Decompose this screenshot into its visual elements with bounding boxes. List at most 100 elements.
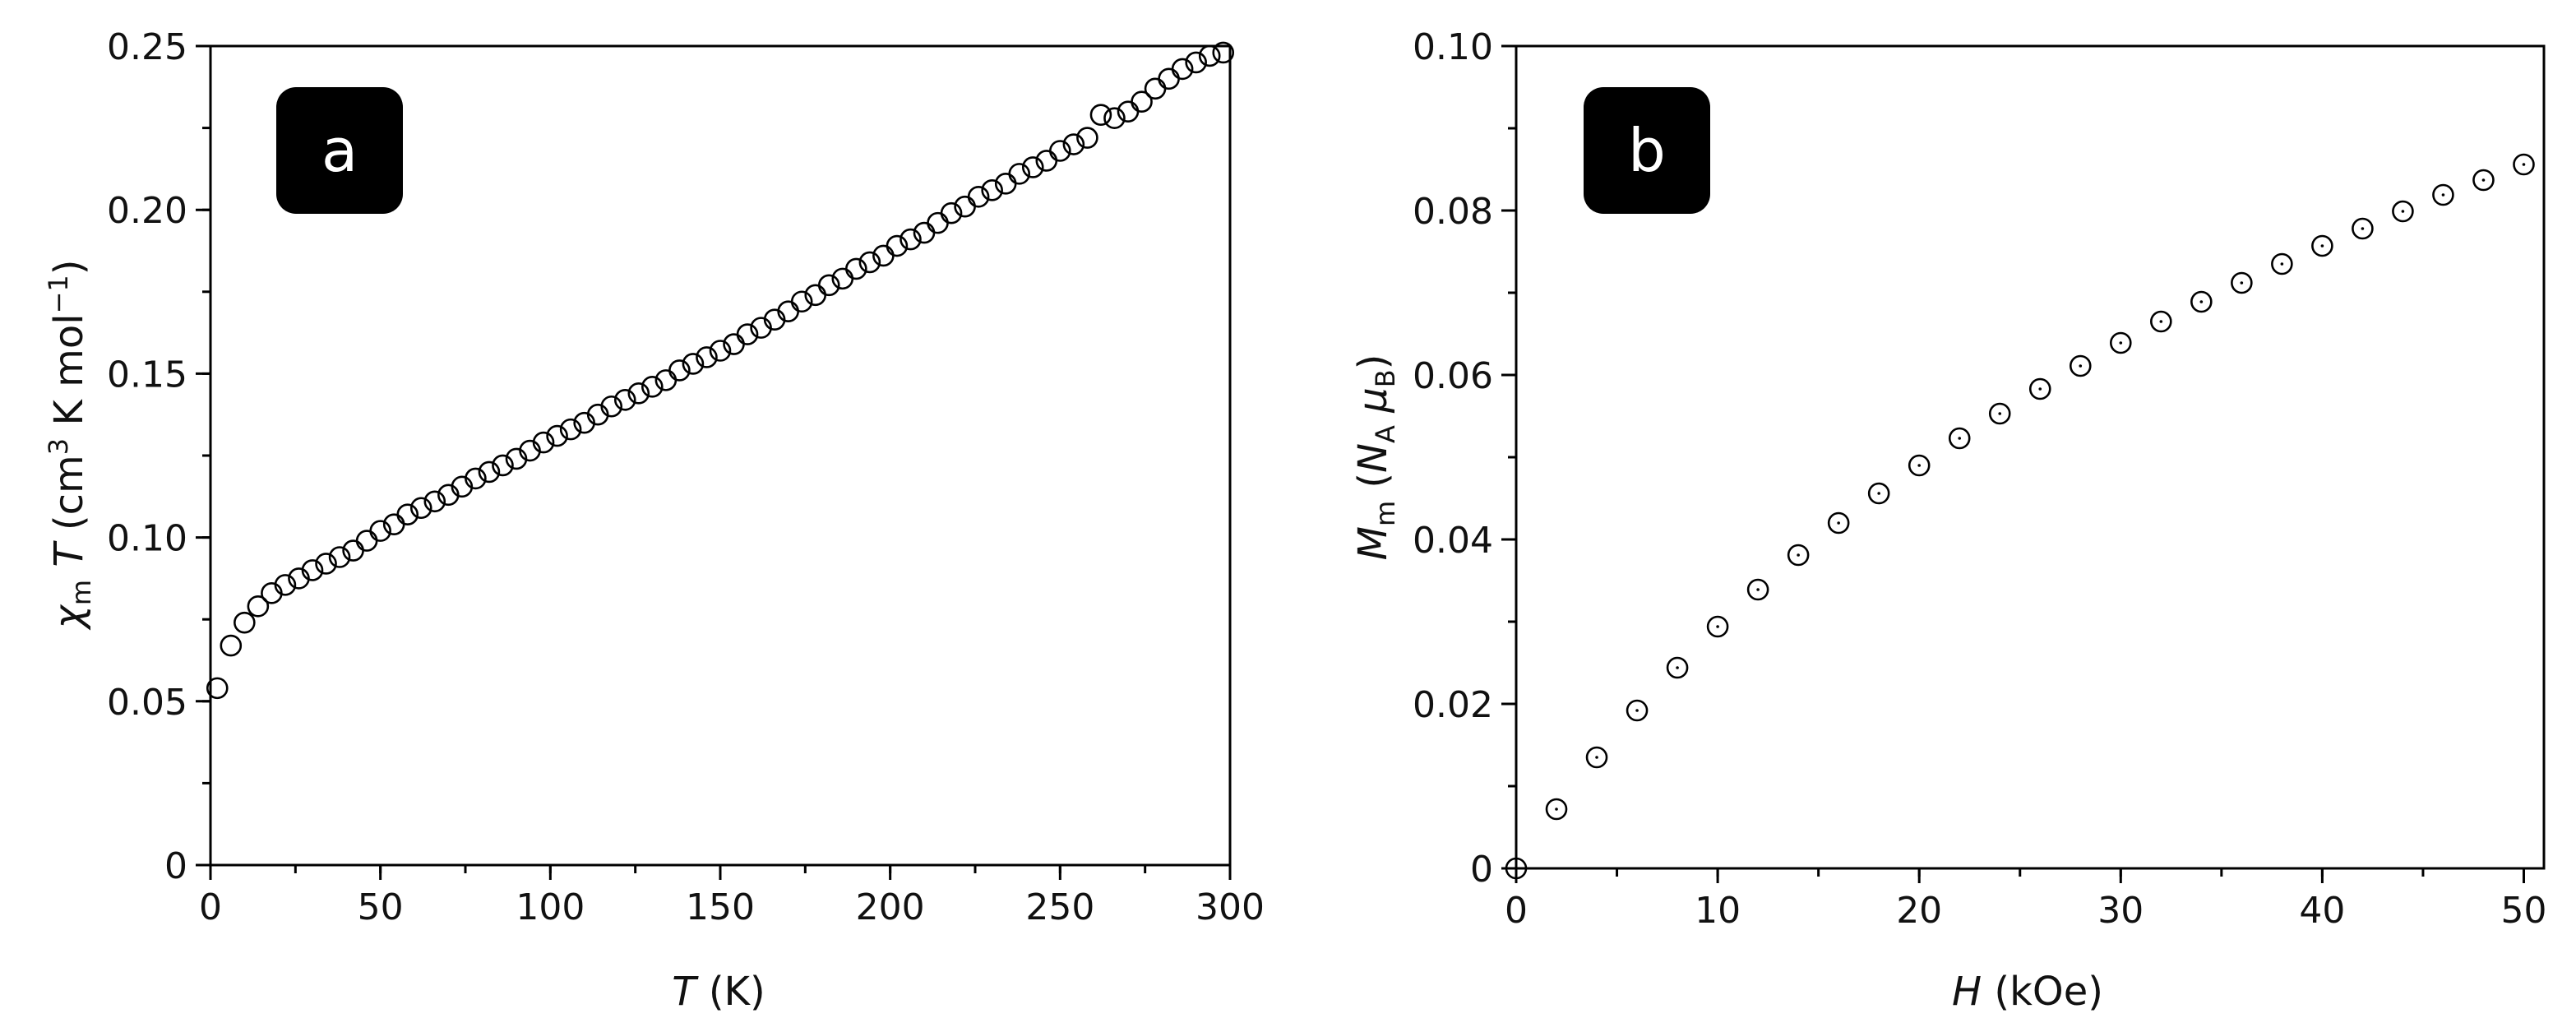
data-point-center bbox=[2079, 364, 2083, 368]
data-point-center bbox=[2441, 193, 2445, 197]
data-point bbox=[355, 530, 378, 552]
data-point bbox=[2028, 377, 2051, 400]
data-point bbox=[696, 346, 718, 368]
panel-b-chart: b H (kOe) Mm (NA μB) 0 10 20 30 40 50 0 0.02 0.0… bbox=[1350, 26, 2546, 1015]
data-point-center bbox=[2522, 163, 2526, 166]
data-point bbox=[2069, 354, 2092, 377]
data-point bbox=[1545, 798, 1568, 821]
data-point-center bbox=[1917, 464, 1921, 467]
data-point bbox=[736, 323, 759, 345]
data-point-center bbox=[1635, 709, 1639, 712]
data-point bbox=[627, 382, 650, 405]
x-tick-label: 30 bbox=[2097, 890, 2144, 932]
data-point bbox=[709, 340, 732, 362]
data-point bbox=[1827, 511, 1850, 535]
data-point bbox=[1021, 156, 1044, 178]
data-point bbox=[369, 520, 391, 542]
data-point bbox=[1008, 163, 1031, 185]
data-point-center bbox=[1797, 553, 1800, 557]
data-point bbox=[2472, 169, 2495, 192]
data-point-center bbox=[2199, 300, 2204, 303]
data-point-center bbox=[2280, 262, 2284, 266]
data-point bbox=[2311, 234, 2333, 257]
data-point bbox=[2513, 153, 2535, 176]
panel-b-label-box bbox=[1584, 87, 1710, 214]
data-point bbox=[301, 559, 324, 581]
data-point bbox=[2432, 183, 2454, 206]
data-point-center bbox=[1716, 625, 1719, 628]
data-point bbox=[206, 677, 229, 700]
y-tick-label: 0.08 bbox=[1413, 191, 1493, 233]
y-tick-label: 0 bbox=[164, 845, 187, 887]
data-point bbox=[2392, 200, 2414, 223]
data-point bbox=[234, 611, 256, 634]
x-axis-title-a: T (K) bbox=[672, 969, 765, 1015]
y-tick-label: 0.05 bbox=[107, 682, 187, 724]
data-point bbox=[559, 418, 582, 441]
data-point bbox=[641, 376, 664, 398]
y-tick-label: 0 bbox=[1470, 849, 1493, 891]
data-point bbox=[613, 388, 636, 411]
x-tick-label: 200 bbox=[856, 886, 925, 928]
data-point bbox=[1666, 656, 1689, 679]
data-point bbox=[396, 503, 419, 526]
data-point bbox=[1103, 107, 1126, 129]
data-point bbox=[1867, 482, 1890, 505]
x-tick-label: 300 bbox=[1196, 886, 1265, 928]
data-point-center bbox=[1958, 437, 1962, 440]
y-tick-label: 0.10 bbox=[1413, 26, 1493, 68]
data-point bbox=[492, 454, 514, 477]
x-tick-label: 10 bbox=[1695, 890, 1741, 932]
data-point bbox=[1505, 857, 1528, 880]
x-tick-label: 150 bbox=[686, 886, 755, 928]
x-tick-label: 50 bbox=[2500, 890, 2546, 932]
y-axis-title-a: χm T (cm3 K mol−1) bbox=[43, 259, 97, 631]
data-point bbox=[927, 211, 949, 234]
x-axis-title-b: H (kOe) bbox=[1952, 969, 2103, 1015]
data-point bbox=[1089, 104, 1112, 126]
x-tick-label: 0 bbox=[199, 886, 222, 928]
data-point bbox=[1212, 41, 1235, 64]
data-point bbox=[1585, 746, 1608, 769]
data-point bbox=[2109, 331, 2132, 354]
data-point bbox=[1144, 77, 1167, 100]
data-point bbox=[465, 467, 487, 490]
data-point bbox=[682, 353, 705, 375]
data-point bbox=[274, 574, 297, 596]
data-point bbox=[1908, 454, 1931, 477]
y-tick-label: 0.15 bbox=[107, 354, 187, 396]
data-point bbox=[790, 290, 813, 313]
data-point bbox=[328, 546, 351, 568]
y-tick-label: 0.04 bbox=[1413, 520, 1493, 562]
data-point bbox=[2271, 252, 2293, 275]
data-point-center bbox=[2481, 178, 2486, 182]
data-point bbox=[315, 553, 337, 575]
data-point-center bbox=[2401, 210, 2405, 213]
data-point bbox=[247, 595, 270, 618]
data-point-center bbox=[1515, 867, 1518, 870]
data-point-center bbox=[1555, 808, 1558, 811]
data-point bbox=[1131, 90, 1153, 113]
data-point bbox=[886, 234, 909, 257]
data-point bbox=[2231, 271, 2253, 294]
x-tick-label: 40 bbox=[2299, 890, 2345, 932]
data-point bbox=[423, 490, 446, 513]
data-point-center bbox=[1837, 521, 1840, 525]
data-point bbox=[668, 359, 691, 382]
data-point bbox=[1746, 578, 1769, 601]
data-point bbox=[900, 228, 922, 251]
data-point-center bbox=[2159, 320, 2163, 323]
data-point-center bbox=[2320, 244, 2324, 248]
data-point bbox=[220, 634, 243, 657]
data-point-center bbox=[1676, 666, 1679, 669]
data-point bbox=[817, 274, 840, 297]
data-point-center bbox=[1998, 412, 2002, 415]
data-point bbox=[1948, 427, 1971, 450]
data-point bbox=[1185, 51, 1207, 74]
data-point bbox=[1049, 140, 1071, 162]
y-tick-label: 0.06 bbox=[1413, 355, 1493, 397]
data-point bbox=[967, 185, 990, 208]
x-tick-label: 100 bbox=[516, 886, 585, 928]
data-point bbox=[940, 201, 963, 224]
